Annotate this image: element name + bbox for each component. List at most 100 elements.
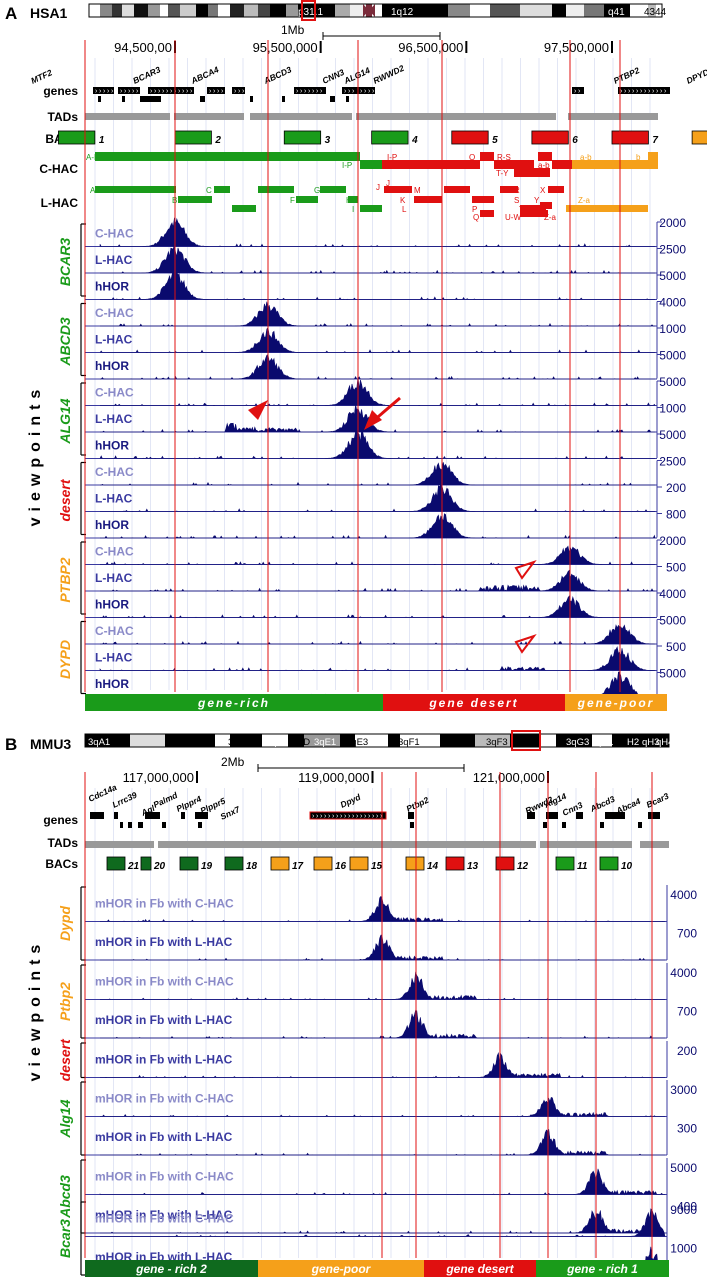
chac-contig	[552, 160, 572, 169]
viewpoint-a-row-label: C-HAC	[95, 227, 134, 241]
ideogram-a-band	[100, 4, 112, 17]
panel-a-species: HSA1	[30, 5, 68, 21]
gene-a-block	[207, 87, 225, 94]
lhac-label: N	[418, 196, 424, 205]
lhac-contig	[232, 205, 256, 212]
gene-a-strand-mark: ›	[308, 88, 311, 95]
ideogram-b-band	[475, 734, 510, 747]
bac-a-label: 1	[99, 135, 105, 146]
bac-a-label: 5	[492, 135, 498, 146]
lhac-label: Z-a	[544, 213, 557, 222]
gene-a-strand-mark: ›	[209, 88, 212, 95]
ideogram-a-band	[89, 4, 100, 17]
chac-contig	[360, 160, 382, 169]
lhac-contig	[548, 186, 564, 193]
domain-b-label: gene - rich 1	[566, 1262, 638, 1276]
ideogram-b-band	[230, 734, 262, 747]
ideogram-b-band-label: qH3	[642, 737, 659, 748]
ideogram-b-band-label: 3qA3	[176, 737, 198, 748]
gene-a-block	[118, 87, 140, 94]
ideogram-b-band	[400, 734, 440, 747]
domain-b-label: gene-poor	[311, 1262, 372, 1276]
bac-b-block	[313, 856, 333, 871]
lhac-label: D	[234, 205, 240, 214]
ideogram-b-outline	[84, 733, 670, 748]
viewpoint-a-row-scale: 1000	[659, 322, 686, 336]
gene-b-strand-mark: ›	[312, 813, 315, 820]
lhac-contig	[384, 186, 412, 193]
bac-b-block	[445, 856, 465, 871]
gene-a-strand-mark: ›	[217, 88, 220, 95]
lhac-label: R	[514, 186, 520, 195]
ideogram-b-band	[304, 734, 340, 747]
gene-a-strand-mark: ›	[178, 88, 181, 95]
gene-a-strand-mark: ›	[316, 88, 319, 95]
chac-label: Q	[469, 153, 475, 162]
ideogram-a-band-label: p31.1	[298, 7, 323, 18]
domain-b-block	[424, 1260, 536, 1277]
gene-a-strand-mark: ›	[578, 88, 581, 95]
panel-a-letter: A	[5, 4, 17, 23]
viewpoint-a-signal	[100, 376, 656, 406]
gene-a-strand-mark: ›	[132, 88, 135, 95]
ideogram-b-band	[510, 734, 540, 747]
gene-b-strand-mark: ›	[336, 813, 339, 820]
gene-b-strand-mark: ›	[364, 813, 367, 820]
viewpoint-a-row-label: C-HAC	[95, 624, 134, 638]
arrowhead-a-open	[514, 634, 537, 654]
tad-a-block	[85, 113, 170, 120]
ideogram-a-band	[470, 4, 490, 17]
bac-b-label: 16	[335, 861, 347, 872]
gene-a-block	[618, 87, 670, 94]
ideogram-a-band	[648, 4, 656, 17]
coord-b-label: 121,000,000	[473, 770, 545, 785]
bac-a-block	[691, 130, 707, 145]
ideogram-a-band	[160, 4, 168, 17]
ideogram-b-band-label: 3qF1	[398, 737, 420, 748]
viewpoint-a-signal	[100, 483, 655, 512]
lhac-label: Y	[534, 196, 540, 205]
gene-a-strand-mark: ›	[128, 88, 131, 95]
coord-b-label: 119,000,000	[298, 770, 369, 785]
viewpoint-b-row-scale: 200	[677, 1044, 697, 1058]
lhac-contig	[320, 186, 346, 193]
lhac-label: L	[402, 205, 407, 214]
ideogram-a-band	[122, 4, 134, 17]
lhac-label: M	[414, 186, 421, 195]
viewpoint-a-signal	[99, 326, 655, 353]
viewpoint-a-row-scale: 5000	[659, 428, 686, 442]
bac-b-label: 17	[292, 861, 304, 872]
arrowhead-a-open	[514, 560, 537, 580]
lhac-label: I	[352, 205, 354, 214]
ideogram-b-band	[165, 734, 215, 747]
viewpoint-a-row-label: hHOR	[95, 598, 129, 612]
tad-a-block	[356, 113, 556, 120]
track-label-bacs-b: BACs	[45, 857, 78, 871]
gene-a-label: BCAR3	[131, 64, 162, 86]
gene-a-strand-mark: ›	[221, 88, 224, 95]
ideogram-a-band	[630, 4, 648, 17]
gene-a-strand-mark: ›	[242, 88, 245, 95]
gene-a-strand-mark: ›	[124, 88, 127, 95]
gene-a-strand-mark: ›	[166, 88, 169, 95]
chac-label: Z	[542, 153, 547, 162]
bac-b-block	[270, 856, 290, 871]
lhac-contig	[360, 205, 382, 212]
gene-a-strand-mark: ›	[312, 88, 315, 95]
gene-b-small-block	[543, 822, 547, 828]
gene-b-small-block	[562, 822, 566, 828]
gene-a-strand-mark: ›	[652, 88, 655, 95]
gene-a-strand-mark: ›	[364, 88, 367, 95]
gene-a-block	[358, 87, 375, 94]
gene-b-strand-mark: ›	[344, 813, 347, 820]
ideogram-b-band-label: qH1	[596, 737, 613, 748]
domain-a-label: gene-poor	[577, 696, 655, 710]
ideogram-a-band	[134, 4, 148, 17]
ideogram-b-band	[215, 734, 230, 747]
lhac-contig	[95, 186, 176, 193]
lhac-label: H	[346, 196, 352, 205]
gene-a-strand-mark: ›	[136, 88, 139, 95]
ideogram-a-band-label: q41	[608, 7, 625, 18]
viewpoint-a-row-label: L-HAC	[95, 492, 133, 506]
tad-b-block	[640, 841, 669, 848]
